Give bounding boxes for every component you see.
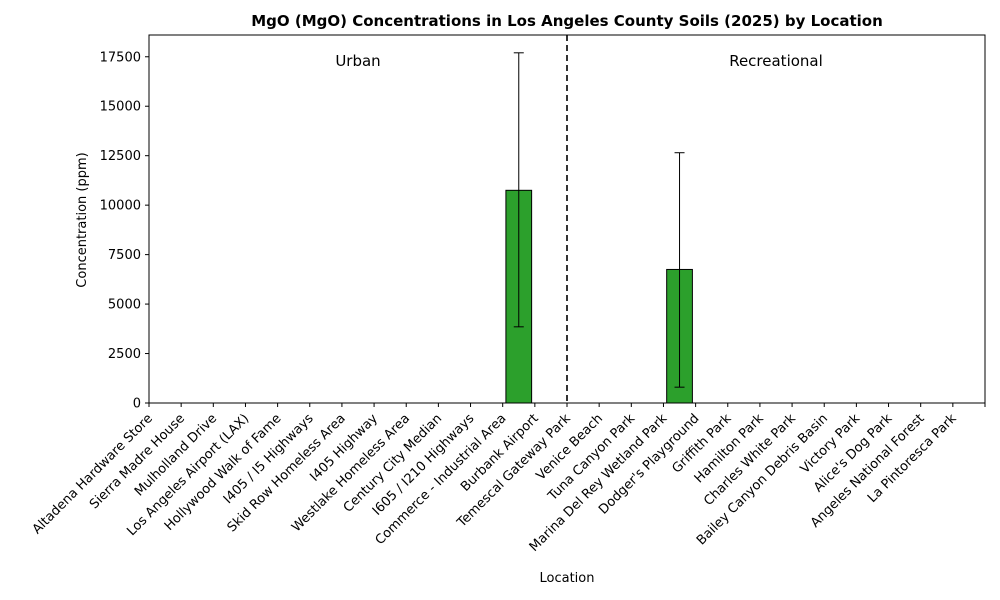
y-tick-label: 12500: [100, 149, 141, 164]
y-tick-label: 15000: [100, 100, 141, 115]
y-tick-label: 7500: [108, 248, 141, 263]
chart-title: MgO (MgO) Concentrations in Los Angeles …: [251, 12, 883, 30]
y-tick-label: 17500: [100, 50, 141, 65]
group-label: Recreational: [729, 52, 823, 70]
y-tick-label: 5000: [108, 298, 141, 313]
y-tick-label: 0: [133, 397, 141, 412]
y-tick-label: 10000: [100, 199, 141, 214]
y-tick-label: 2500: [108, 347, 141, 362]
x-axis-label: Location: [540, 571, 595, 586]
plot-area: Urban Recreational 0 2500 5000 7500 10000 12500…: [30, 34, 986, 555]
y-axis-label: Concentration (ppm): [75, 152, 90, 287]
group-label: Urban: [335, 52, 380, 70]
